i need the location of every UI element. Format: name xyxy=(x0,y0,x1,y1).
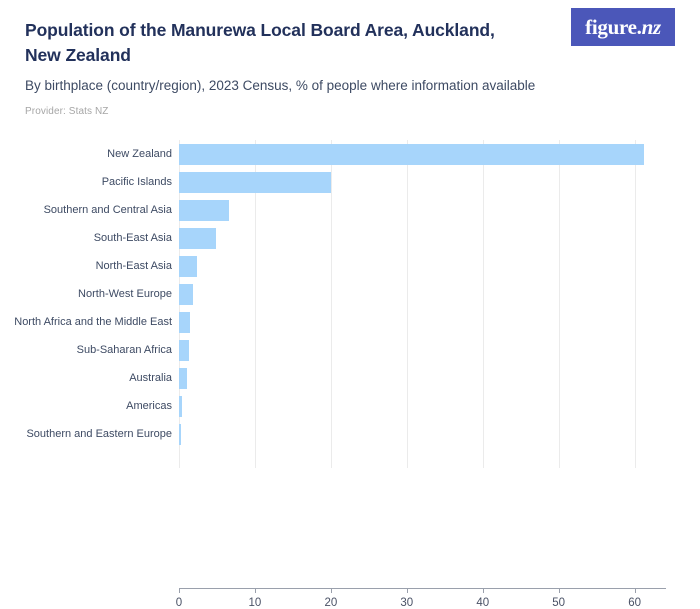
x-tick-label: 40 xyxy=(476,597,490,609)
gridline xyxy=(254,140,256,468)
x-tick-label: 30 xyxy=(400,597,414,609)
bar-row[interactable] xyxy=(179,256,665,277)
bar[interactable] xyxy=(179,284,193,305)
category-label: Australia xyxy=(129,372,172,384)
bar[interactable] xyxy=(179,144,644,165)
category-label: Pacific Islands xyxy=(101,176,172,188)
bar[interactable] xyxy=(179,340,189,361)
gridline xyxy=(482,140,484,468)
x-tick-label: 20 xyxy=(324,597,338,609)
x-tick-mark xyxy=(406,588,408,593)
category-label: North-East Asia xyxy=(95,260,172,272)
logo-suffix: nz xyxy=(641,14,662,39)
bar[interactable] xyxy=(179,256,198,277)
chart-subtitle: By birthplace (country/region), 2023 Cen… xyxy=(25,78,536,93)
bar[interactable] xyxy=(179,312,190,333)
chart-header: Population of the Manurewa Local Board A… xyxy=(0,0,700,130)
plot-area xyxy=(179,140,665,468)
bar-row[interactable] xyxy=(179,144,665,165)
page-title: Population of the Manurewa Local Board A… xyxy=(25,20,495,65)
gridline xyxy=(330,140,332,468)
gridline xyxy=(406,140,408,468)
x-tick-label: 60 xyxy=(628,597,642,609)
x-tick-mark xyxy=(254,588,256,593)
bar[interactable] xyxy=(179,424,182,445)
bar-row[interactable] xyxy=(179,312,665,333)
bar-row[interactable] xyxy=(179,200,665,221)
figurenz-logo[interactable]: figure.nz xyxy=(571,8,675,46)
bar[interactable] xyxy=(179,172,331,193)
bar-row[interactable] xyxy=(179,340,665,361)
category-label: North-West Europe xyxy=(78,288,172,300)
category-label: North Africa and the Middle East xyxy=(14,316,172,328)
category-label: South-East Asia xyxy=(93,232,172,244)
bar-row[interactable] xyxy=(179,424,665,445)
bar[interactable] xyxy=(179,200,230,221)
plot-background xyxy=(179,140,665,468)
gridline xyxy=(634,140,636,468)
bar[interactable] xyxy=(179,368,187,389)
x-axis-line xyxy=(179,588,666,589)
bar-row[interactable] xyxy=(179,172,665,193)
bar-row[interactable] xyxy=(179,396,665,417)
bar-row[interactable] xyxy=(179,228,665,249)
x-tick-mark xyxy=(330,588,332,593)
bar[interactable] xyxy=(179,228,217,249)
logo-text: figure.nz xyxy=(585,14,662,39)
bar-chart: New Zealand Pacific Islands Southern and C… xyxy=(0,130,700,609)
x-tick-mark xyxy=(634,588,636,593)
x-tick-label: 10 xyxy=(248,597,262,609)
x-tick-label: 50 xyxy=(552,597,566,609)
category-label: New Zealand xyxy=(107,148,172,160)
gridline xyxy=(558,140,560,468)
bar-row[interactable] xyxy=(179,368,665,389)
provider-label: Provider: Stats NZ xyxy=(25,106,109,117)
category-axis: New Zealand Pacific Islands Southern and C… xyxy=(0,140,172,468)
category-label: Americas xyxy=(126,400,172,412)
bar-row[interactable] xyxy=(179,284,665,305)
logo-main: figure. xyxy=(585,14,642,39)
x-tick-mark xyxy=(179,588,180,593)
category-label: Southern and Eastern Europe xyxy=(26,428,172,440)
bar[interactable] xyxy=(179,396,183,417)
category-label: Sub-Saharan Africa xyxy=(76,344,172,356)
x-tick-mark xyxy=(482,588,484,593)
category-label: Southern and Central Asia xyxy=(43,204,172,216)
x-tick-label: 0 xyxy=(175,597,183,609)
x-tick-mark xyxy=(558,588,560,593)
